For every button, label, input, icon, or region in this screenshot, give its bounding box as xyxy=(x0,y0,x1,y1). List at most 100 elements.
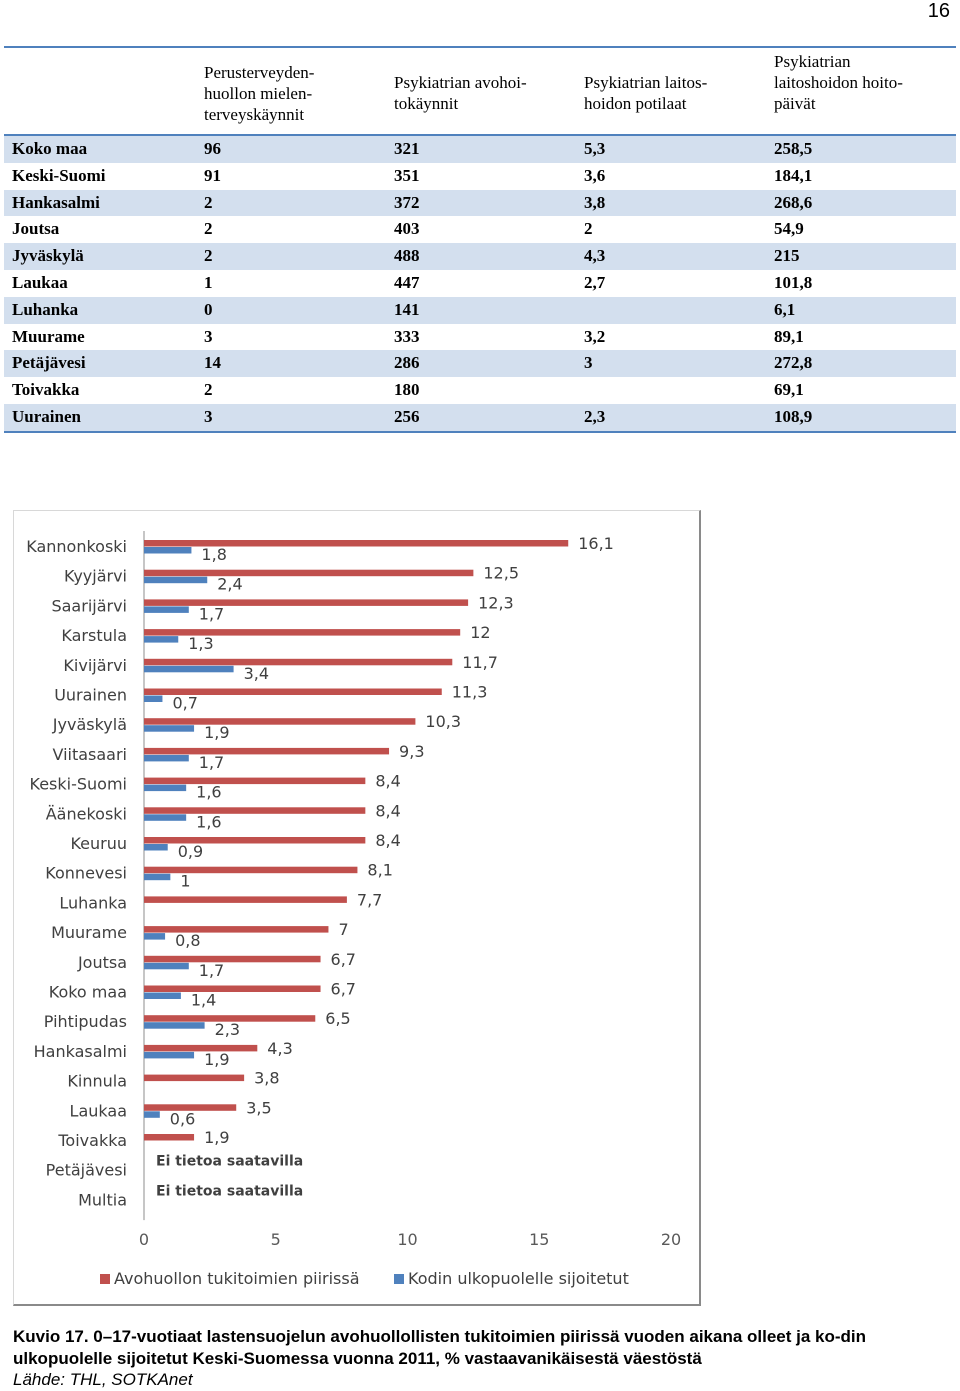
bar-avohuolto xyxy=(144,866,358,874)
bar-label-avohuolto: 6,7 xyxy=(331,980,356,999)
table-cell: 403 xyxy=(394,219,420,239)
category-label: Pihtipudas xyxy=(44,1012,127,1031)
legend-swatch-avohuolto xyxy=(100,1274,110,1284)
table-cell: 351 xyxy=(394,165,420,185)
table-cell: 184,1 xyxy=(774,165,813,185)
table-cell: 2 xyxy=(584,219,593,239)
category-label: Muurame xyxy=(51,923,127,942)
header-psych-inpatients: Psykiatrian laitos- hoidon potilaat xyxy=(584,73,708,113)
bar-avohuolto xyxy=(144,926,329,933)
category-label: Kinnula xyxy=(67,1072,127,1091)
table-row: Laukaa 1 447 2,7 101,8 xyxy=(4,270,956,297)
category-label: Multia xyxy=(78,1190,127,1209)
bar-label-avohuolto: 8,4 xyxy=(375,801,400,820)
row-label: Petäjävesi xyxy=(12,353,86,373)
category-label: Petäjävesi xyxy=(46,1161,127,1180)
row-label: Jyväskylä xyxy=(12,246,84,266)
bar-sijoitetut xyxy=(144,992,181,999)
bar-label-avohuolto: 10,3 xyxy=(425,712,461,731)
bar-label-avohuolto: 11,3 xyxy=(452,683,488,702)
table-cell: 5,3 xyxy=(584,139,606,158)
bar-label-avohuolto: 3,5 xyxy=(246,1098,271,1117)
bar-label-sijoitetut: 0,9 xyxy=(178,842,203,861)
bar-label-avohuolto: 6,7 xyxy=(331,950,356,969)
x-tick-label: 10 xyxy=(397,1230,417,1249)
table-cell: 2,3 xyxy=(584,406,606,426)
bar-sijoitetut xyxy=(144,754,189,762)
table-cell: 3 xyxy=(204,406,213,426)
bar-label-sijoitetut: 1,7 xyxy=(199,753,224,772)
bar-label-sijoitetut: 0,7 xyxy=(172,694,197,713)
x-tick-label: 20 xyxy=(661,1230,681,1249)
category-label: Luhanka xyxy=(59,893,127,912)
x-tick-label: 15 xyxy=(529,1230,549,1249)
row-label: Muurame xyxy=(12,326,85,346)
bar-avohuolto xyxy=(144,1134,195,1141)
category-label: Viitasaari xyxy=(52,745,127,764)
bar-label-avohuolto: 1,9 xyxy=(204,1128,229,1147)
bar-sijoitetut xyxy=(144,695,163,702)
bar-label-sijoitetut: 0,6 xyxy=(170,1109,195,1128)
bar-label-sijoitetut: 2,4 xyxy=(217,575,242,594)
header-primary-care: Perusterveyden- huollon mielen- terveysk… xyxy=(204,63,315,124)
table-cell: 2 xyxy=(204,192,213,212)
table-cell: 101,8 xyxy=(774,272,813,292)
category-label: Kannonkoski xyxy=(26,537,127,556)
no-data-label: Ei tietoa saatavilla xyxy=(156,1183,303,1199)
data-table: Perusterveyden- huollon mielen- terveysk… xyxy=(4,46,956,433)
bar-label-sijoitetut: 1,9 xyxy=(204,723,229,742)
figure-caption: Kuvio 17. 0–17-vuotiaat lastensuojelun a… xyxy=(13,1327,867,1368)
bar-label-avohuolto: 12,5 xyxy=(483,564,519,583)
bar-label-avohuolto: 12,3 xyxy=(478,593,514,612)
bar-avohuolto xyxy=(144,1104,237,1111)
table-cell: 256 xyxy=(394,406,420,426)
bar-avohuolto xyxy=(144,1044,258,1052)
table-row: Hankasalmi 2 372 3,8 268,6 xyxy=(4,189,956,217)
bar-label-avohuolto: 8,4 xyxy=(375,831,400,850)
bar-sijoitetut xyxy=(144,725,195,732)
table-cell: 3,8 xyxy=(584,192,606,212)
table-cell: 54,9 xyxy=(774,219,804,239)
table-cell: 89,1 xyxy=(774,326,804,346)
table-body: Koko maa 96 321 5,3 258,5 Keski-Suomi 91 351 3,6… xyxy=(4,136,956,431)
bar-label-sijoitetut: 1,8 xyxy=(201,545,226,564)
category-label: Jyväskylä xyxy=(52,715,127,734)
row-label: Luhanka xyxy=(12,299,79,319)
bar-label-avohuolto: 8,1 xyxy=(367,861,392,880)
no-data-label: Ei tietoa saatavilla xyxy=(156,1154,303,1170)
table-cell: 333 xyxy=(394,326,420,346)
table-cell: 69,1 xyxy=(774,380,804,400)
bar-label-sijoitetut: 1 xyxy=(180,872,190,891)
bar-sijoitetut xyxy=(144,576,208,584)
row-label: Hankasalmi xyxy=(12,192,100,212)
table-row: Luhanka 0 141 6,1 xyxy=(4,296,956,324)
bar-avohuolto xyxy=(144,1074,245,1082)
table-cell: 2 xyxy=(204,380,213,400)
category-label: Konnevesi xyxy=(45,864,127,883)
table-cell: 2 xyxy=(204,246,213,266)
bar-sijoitetut xyxy=(144,873,171,881)
bar-label-sijoitetut: 1,3 xyxy=(188,634,213,653)
bar-sijoitetut xyxy=(144,784,187,792)
table-row: Toivakka 2 180 69,1 xyxy=(4,377,956,404)
table-cell: 286 xyxy=(394,353,420,373)
table-row: Muurame 3 333 3,2 89,1 xyxy=(4,324,956,351)
table-cell: 3,2 xyxy=(584,326,606,346)
category-label: Kivijärvi xyxy=(63,656,127,675)
bar-label-sijoitetut: 0,8 xyxy=(175,931,200,950)
bar-label-sijoitetut: 1,4 xyxy=(191,991,216,1010)
table-cell: 215 xyxy=(774,246,800,266)
bar-label-avohuolto: 11,7 xyxy=(462,653,498,672)
bar-sijoitetut xyxy=(144,665,234,673)
table-cell: 372 xyxy=(394,192,420,212)
table-cell: 14 xyxy=(204,353,221,373)
bar-label-avohuolto: 4,3 xyxy=(267,1039,292,1058)
table-cell: 6,1 xyxy=(774,299,796,319)
table-cell: 321 xyxy=(394,139,420,158)
row-label: Koko maa xyxy=(12,139,88,158)
table-cell: 3,6 xyxy=(584,165,606,185)
bar-chart: 0 5 10 15 20 Kannonkoski 16,1 1,8 Kyyjärvi 12,5 2,… xyxy=(13,510,701,1306)
bar-label-sijoitetut: 1,9 xyxy=(204,1050,229,1069)
bar-label-sijoitetut: 1,7 xyxy=(199,961,224,980)
bar-avohuolto xyxy=(144,807,366,814)
